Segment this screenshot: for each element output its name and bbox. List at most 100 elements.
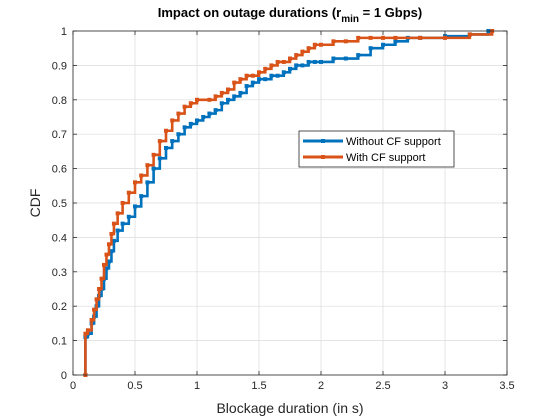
y-axis-ticks: 0 0.1 0.2 0.3 0.4 0.5 0.6 0.7 0.8 0.9 1	[52, 26, 507, 382]
series-0-point	[319, 59, 323, 64]
series-0-point	[331, 56, 336, 61]
series-0-point	[269, 73, 274, 78]
legend-marker-without-cf	[321, 139, 325, 143]
x-tick-label: 1.5	[251, 380, 266, 392]
series-0-point	[219, 101, 224, 106]
series-1-point	[238, 77, 243, 82]
series-layer	[83, 29, 495, 377]
series-1-point	[83, 331, 88, 336]
series-1-point	[226, 87, 230, 92]
series-0-point	[368, 46, 373, 51]
series-0-point	[201, 115, 206, 119]
series-0-point	[250, 80, 255, 85]
series-1-point	[219, 90, 224, 95]
series-1-point	[306, 46, 311, 51]
y-tick-label: 0.6	[52, 164, 67, 176]
series-0-point	[111, 238, 116, 243]
series-1-point	[467, 32, 472, 37]
y-tick-label: 0.7	[52, 129, 67, 141]
series-0-point	[145, 180, 150, 185]
series-0-point	[288, 66, 292, 71]
series-0-point	[300, 63, 305, 68]
series-1-point	[213, 94, 218, 99]
series-0-point	[139, 194, 144, 199]
series-0-point	[207, 111, 212, 116]
x-tick-label: 3	[442, 380, 448, 392]
series-1-point	[126, 190, 131, 195]
chart-title-tail: = 1 Gbps)	[359, 5, 422, 20]
series-1-point	[443, 35, 447, 40]
series-0-point	[213, 108, 218, 113]
series-0-point	[244, 84, 249, 89]
y-tick-label: 0.5	[52, 198, 67, 210]
y-axis-label: CDF	[27, 189, 43, 218]
series-line-1	[84, 31, 494, 375]
series-1-point	[157, 139, 162, 144]
series-1-point	[232, 80, 237, 85]
series-1-point	[275, 59, 280, 64]
x-axis-label: Blockage duration (in s)	[216, 400, 363, 416]
series-0-point	[188, 121, 193, 126]
series-0-point	[281, 70, 286, 75]
series-1-point	[381, 35, 385, 40]
legend-label-with-cf: With CF support	[346, 152, 425, 164]
series-0-point	[151, 166, 156, 171]
series-1-point	[294, 53, 299, 58]
series-0-point	[306, 59, 311, 64]
y-tick-label: 0.2	[52, 301, 67, 313]
x-tick-label: 1	[194, 380, 200, 392]
x-tick-label: 0	[70, 380, 76, 392]
series-1-point	[92, 307, 97, 312]
series-1-point	[102, 262, 106, 267]
series-1-point	[111, 221, 116, 226]
series-1-point	[393, 35, 398, 40]
series-0-point	[133, 204, 137, 209]
series-0-point	[343, 56, 348, 61]
series-1-point	[331, 39, 336, 44]
series-0-point	[232, 94, 237, 99]
series-0-point	[157, 156, 162, 161]
series-0-point	[393, 39, 398, 44]
chart-title-main: Impact on outage durations (r	[158, 5, 341, 20]
series-1-point	[356, 35, 361, 40]
series-1-point	[368, 35, 373, 40]
y-tick-label: 1	[61, 26, 67, 38]
series-1-point	[188, 101, 193, 106]
series-0-point	[381, 42, 385, 47]
series-1-point	[115, 211, 120, 216]
series-1-point	[300, 49, 305, 54]
series-0-point	[109, 249, 114, 254]
series-1-point	[109, 231, 114, 236]
y-tick-label: 0.1	[52, 336, 67, 348]
series-1-point	[133, 180, 137, 185]
series-1-point	[250, 73, 255, 78]
x-tick-label: 3.5	[499, 380, 514, 392]
series-1-point	[195, 97, 199, 102]
series-1-point	[120, 201, 125, 205]
y-tick-label: 0.9	[52, 60, 67, 72]
series-1-point	[418, 35, 423, 40]
series-1-point	[269, 63, 274, 68]
y-tick-label: 0.4	[52, 232, 67, 244]
y-tick-label: 0	[61, 370, 67, 382]
legend-label-without-cf: Without CF support	[346, 136, 441, 148]
series-1-point	[176, 111, 181, 116]
series-1-point	[97, 287, 102, 291]
series-0-point	[294, 63, 299, 68]
series-1-point	[99, 276, 104, 281]
series-1-point	[263, 66, 268, 71]
series-0-point	[226, 97, 230, 102]
series-0-point	[164, 145, 168, 150]
x-axis-ticks: 0 0.5 1 1.5 2 2.5 3 3.5	[70, 31, 515, 392]
x-tick-label: 0.5	[127, 380, 142, 392]
series-0-point	[126, 214, 131, 219]
series-0-point	[104, 266, 109, 271]
series-1-point	[182, 104, 187, 109]
legend: Without CF support With CF support	[298, 130, 455, 168]
series-1-point	[244, 73, 249, 78]
chart-title: Impact on outage durations (rmin = 1 Gbp…	[158, 5, 422, 25]
chart-title-subscript: min	[341, 14, 359, 25]
series-0-point	[195, 118, 199, 123]
series-1-point	[89, 317, 94, 322]
